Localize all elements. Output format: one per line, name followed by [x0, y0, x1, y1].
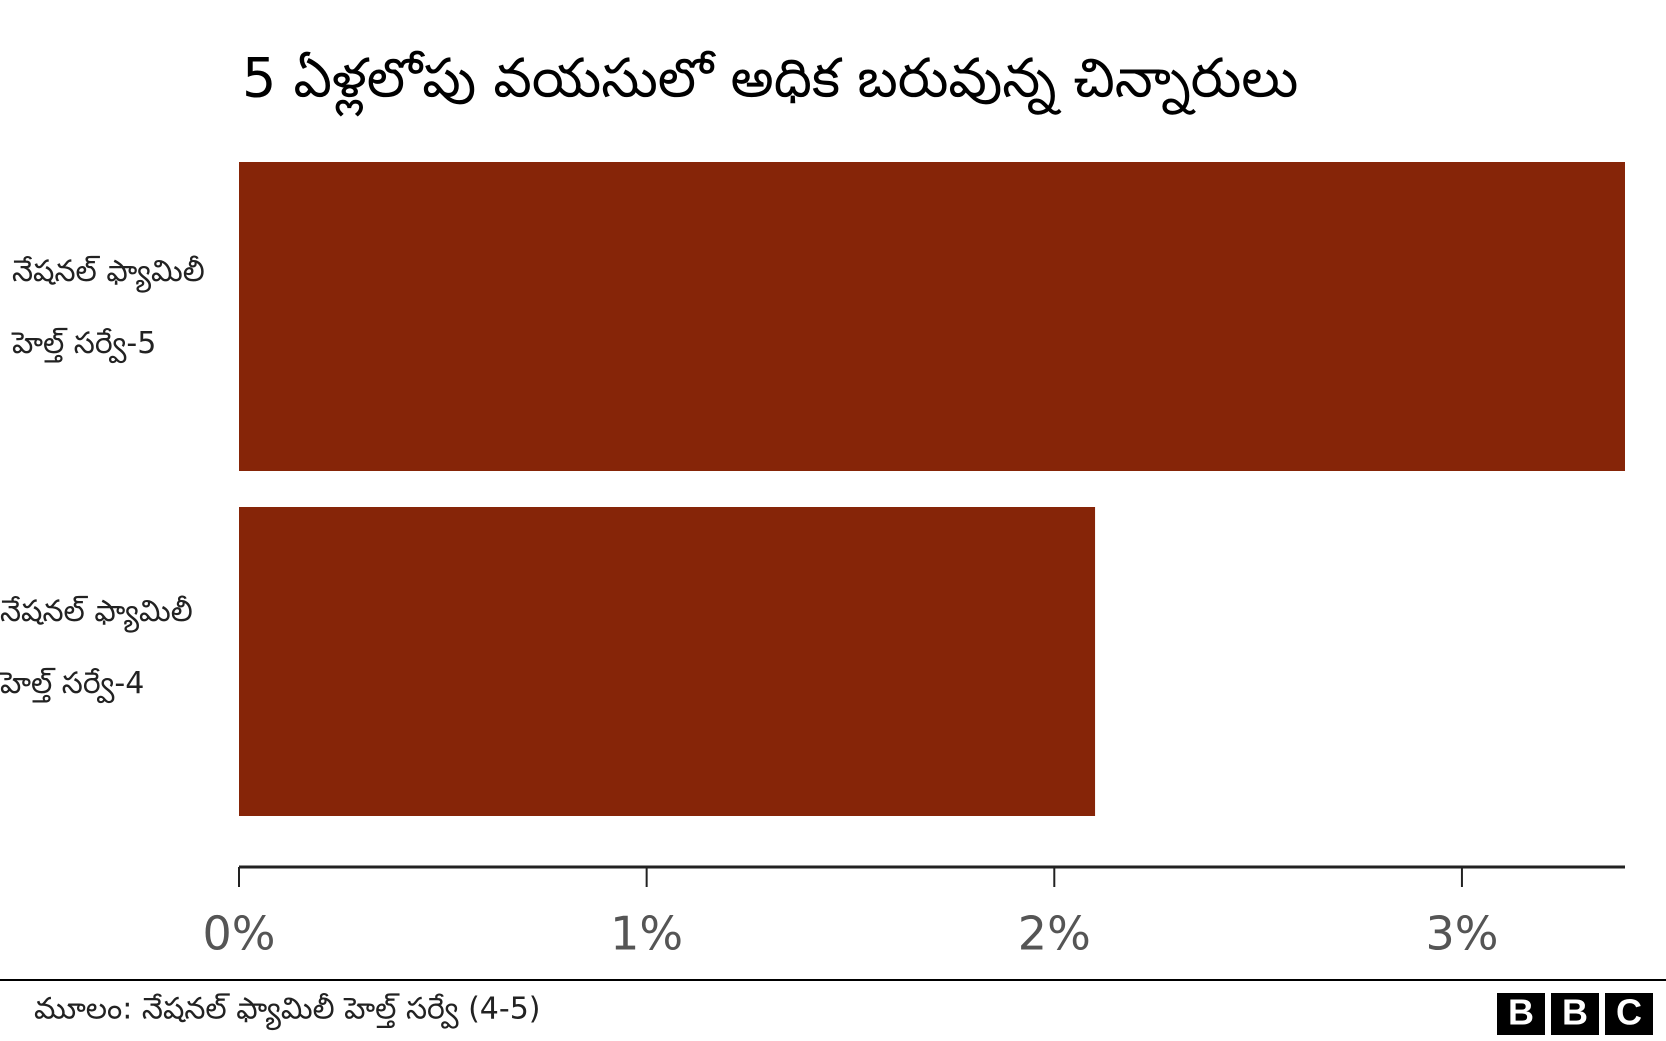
bar	[239, 162, 1625, 471]
chart-title: 5 ఏళ్లలోపు వయసులో అధిక బరువున్న చిన్నారు…	[242, 47, 1298, 118]
x-tick-label: 2%	[1018, 907, 1091, 961]
logo-letter: B	[1562, 992, 1588, 1033]
logo-letter: C	[1616, 992, 1642, 1033]
logo-box	[1497, 993, 1545, 1035]
category-label: నేషనల్ ఫ్యామిలీ హెల్త్ సర్వే-5	[12, 254, 205, 361]
logo-letter: B	[1508, 992, 1534, 1033]
bar	[239, 507, 1096, 816]
source: మూలం: నేషనల్ ఫ్యామిలీ హెల్త్ సర్వే (4-5)	[34, 992, 541, 1031]
x-tick-label: 0%	[203, 907, 276, 961]
logo-box	[1551, 993, 1599, 1035]
x-tick-label: 1%	[610, 907, 683, 961]
category-label: నేషనల్ ఫ్యామిలీ హెల్త్ సర్వే-4	[0, 594, 193, 701]
x-tick-label: 3%	[1425, 907, 1498, 961]
logo-box	[1605, 993, 1653, 1035]
